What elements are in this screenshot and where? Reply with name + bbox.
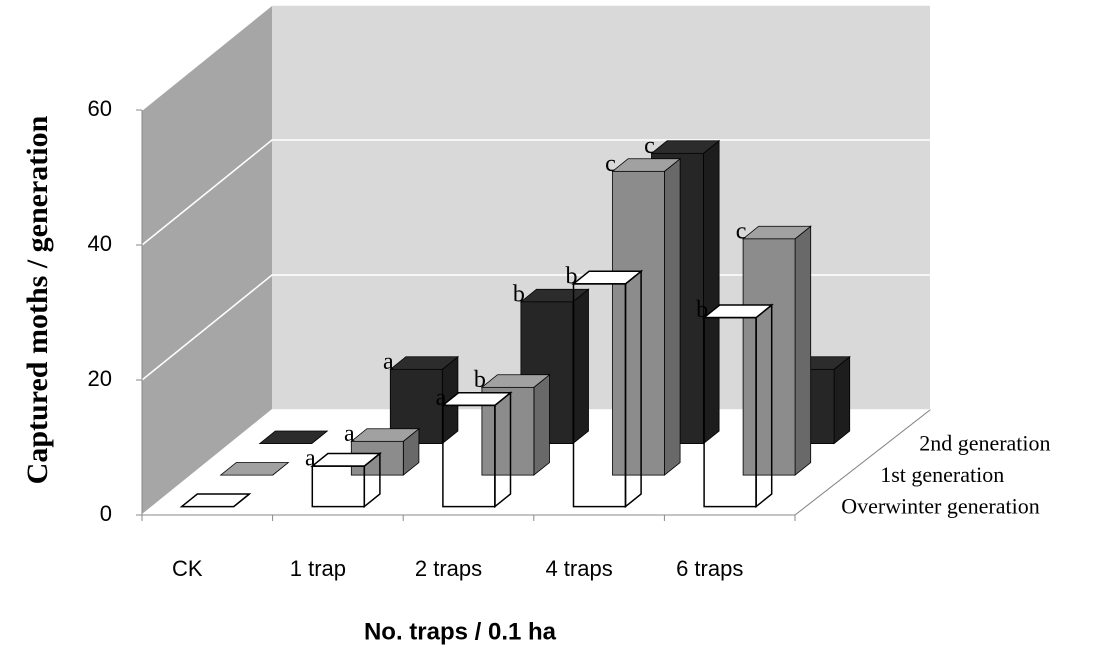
- legend-label: Overwinter generation: [841, 493, 1040, 518]
- data-label: a: [344, 421, 355, 447]
- bar-side: [664, 157, 681, 476]
- bar-side: [794, 225, 812, 476]
- bar: [571, 269, 644, 509]
- bar: [350, 427, 421, 476]
- legend-label: 2nd generation: [919, 430, 1050, 455]
- bar-top: [258, 430, 329, 445]
- x-tick-label: 6 traps: [676, 556, 743, 581]
- bar: [179, 493, 252, 508]
- x-tick-label: 4 traps: [545, 556, 612, 581]
- bar-front: [742, 238, 796, 476]
- bar-front: [481, 386, 535, 476]
- data-label: b: [513, 281, 525, 307]
- y-axis-title: Captured moths / generation: [21, 115, 54, 484]
- bar-front: [442, 404, 496, 508]
- bar-side: [833, 355, 851, 445]
- data-label: b: [696, 297, 708, 323]
- grid-line: [141, 4, 930, 111]
- y-tick-label: 40: [88, 231, 112, 256]
- y-tick-label: 0: [100, 501, 112, 526]
- x-axis-title: No. traps / 0.1 ha: [364, 618, 557, 645]
- bar: [701, 303, 774, 509]
- bar: [480, 373, 551, 476]
- bar-side: [572, 288, 589, 445]
- data-label: a: [436, 385, 447, 411]
- data-label: a: [305, 446, 316, 472]
- x-tick-label: 2 traps: [415, 556, 482, 581]
- data-label: c: [605, 151, 616, 177]
- back-wall: [272, 5, 930, 410]
- data-label: c: [736, 218, 747, 244]
- x-tick-label: 1 trap: [290, 556, 346, 581]
- legend-label: 1st generation: [880, 462, 1004, 487]
- y-tick-label: 20: [88, 366, 112, 391]
- floor-edge: [794, 409, 931, 516]
- bar-front: [703, 316, 757, 508]
- bar-side: [703, 139, 720, 445]
- bar-top: [179, 493, 252, 508]
- bar-front: [311, 465, 366, 508]
- bar: [741, 225, 812, 476]
- data-label: a: [383, 349, 394, 375]
- data-label: b: [566, 263, 578, 289]
- bar: [440, 391, 513, 509]
- bar-top: [219, 462, 290, 476]
- bar-front: [572, 283, 627, 508]
- grid-line: [141, 139, 930, 246]
- bar: [310, 451, 383, 509]
- bar-side: [533, 373, 550, 476]
- data-label: c: [644, 133, 655, 159]
- bar: [258, 430, 329, 445]
- y-tick-label: 60: [88, 96, 112, 121]
- bar: [219, 462, 290, 476]
- x-tick-label: CK: [172, 556, 203, 581]
- bar-front: [612, 170, 665, 476]
- data-label: b: [474, 367, 486, 393]
- left-wall: [142, 5, 272, 515]
- bar: [611, 157, 682, 476]
